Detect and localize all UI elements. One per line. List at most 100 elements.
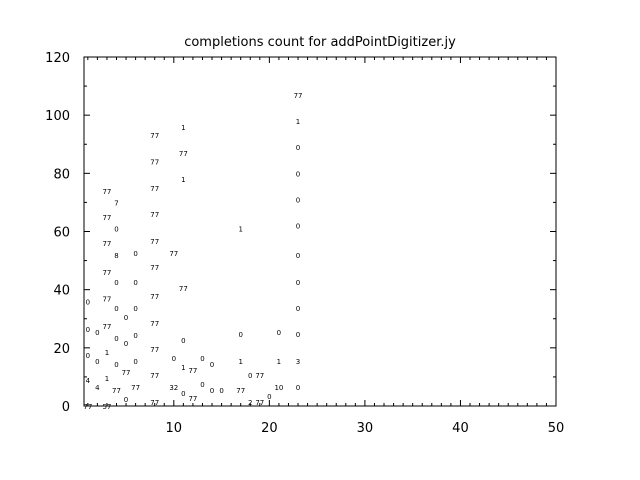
data-point-label: 1: [277, 358, 281, 366]
data-point-label: 77: [131, 384, 140, 392]
data-point-label: 0: [248, 372, 252, 380]
data-point-label: 0: [124, 340, 128, 348]
data-point-label: 77: [150, 399, 159, 407]
data-point-label: 1: [105, 375, 109, 383]
data-point-label: 10: [274, 384, 283, 392]
y-tick-label: 120: [45, 51, 70, 66]
x-tick-label: 20: [261, 421, 278, 436]
data-point-label: 77: [179, 150, 188, 158]
data-point-label: 0: [95, 358, 99, 366]
data-point-label: 77: [150, 211, 159, 219]
data-point-label: 0: [133, 279, 137, 287]
data-point-label: 1: [105, 349, 109, 357]
data-point-label: 77: [102, 240, 111, 248]
data-point-label: 77: [169, 250, 178, 258]
data-point-label: 0: [133, 358, 137, 366]
y-tick-label: 20: [53, 342, 70, 357]
data-point-label: 77: [294, 92, 303, 100]
y-tick-label: 0: [62, 400, 70, 415]
data-point-label: 77: [102, 214, 111, 222]
data-point-label: 77: [102, 188, 111, 196]
data-point-label: 0: [210, 387, 214, 395]
data-point-label: 77: [122, 369, 131, 377]
x-tick-label: 50: [548, 421, 565, 436]
data-point-label: 0: [114, 226, 118, 234]
data-point-label: 77: [112, 387, 121, 395]
data-point-label: 77: [150, 132, 159, 140]
data-point-label: 0: [114, 279, 118, 287]
data-point-label: 2: [248, 399, 252, 407]
data-point-label: 0: [296, 279, 300, 287]
data-point-label: 0: [95, 329, 99, 337]
data-point-label: 0: [124, 314, 128, 322]
data-point-label: 77: [255, 372, 264, 380]
data-point-label: 1: [238, 358, 242, 366]
data-point-label: 77: [188, 367, 197, 375]
data-point-label: 77: [150, 293, 159, 301]
data-point-label: 1: [238, 226, 242, 234]
data-point-label: 0: [296, 384, 300, 392]
data-point-label: 0: [296, 197, 300, 205]
data-point-label: 0: [296, 331, 300, 339]
chart-title: completions count for addPointDigitizer.…: [184, 35, 456, 50]
data-point-label: 77: [102, 269, 111, 277]
data-point-label: 0: [296, 170, 300, 178]
x-tick-label: 10: [166, 421, 183, 436]
data-point-label: 1: [181, 176, 185, 184]
data-point-label: 4: [95, 384, 100, 392]
data-point-label: 0: [296, 252, 300, 260]
data-point-label: 0: [267, 393, 271, 401]
data-point-label: 77: [188, 395, 197, 403]
data-point-label: 77: [102, 323, 111, 331]
data-point-label: 77: [255, 399, 264, 407]
data-point-label: 77: [150, 238, 159, 246]
data-point-label: 1: [181, 124, 185, 132]
data-point-label: 0: [114, 361, 118, 369]
data-point-label: 0: [114, 305, 118, 313]
data-point-label: 0: [296, 144, 300, 152]
data-point-label: 0: [181, 337, 185, 345]
data-point-label: 0: [210, 361, 214, 369]
data-point-label: 0: [172, 355, 176, 363]
data-point-label: 77: [83, 403, 92, 411]
data-point-label: 0: [296, 223, 300, 231]
y-tick-label: 60: [53, 226, 70, 241]
data-point-label: 0: [86, 352, 90, 360]
data-point-label: 0: [124, 396, 128, 404]
data-point-label: 1: [296, 118, 300, 126]
data-point-label: 77: [150, 372, 159, 380]
y-tick-label: 100: [45, 109, 70, 124]
data-point-label: 3: [296, 358, 300, 366]
x-tick-label: 30: [357, 421, 374, 436]
data-point-label: 0: [200, 355, 204, 363]
data-point-label: 77: [179, 285, 188, 293]
data-point-label: 0: [133, 332, 137, 340]
y-tick-label: 40: [53, 284, 70, 299]
data-point-label: 0: [200, 381, 204, 389]
data-point-label: 77: [236, 387, 245, 395]
data-point-label: 0: [238, 331, 242, 339]
data-point-label: 4: [86, 377, 91, 385]
data-point-label: 57: [102, 403, 111, 411]
data-point-label: 0: [277, 329, 281, 337]
data-point-label: 32: [169, 384, 178, 392]
data-point-label: 77: [102, 295, 111, 303]
data-point-label: 0: [86, 326, 90, 334]
data-point-label: 0: [133, 305, 137, 313]
y-tick-label: 80: [53, 167, 70, 182]
data-point-label: 77: [150, 159, 159, 167]
data-point-label: 77: [150, 320, 159, 328]
data-point-label: 0: [296, 305, 300, 313]
data-point-label: 0: [181, 390, 185, 398]
data-point-label: 0: [219, 387, 223, 395]
data-point-label: 0: [133, 250, 137, 258]
data-point-label: 77: [150, 185, 159, 193]
data-point-label: 77: [150, 264, 159, 272]
data-point-label: 1: [181, 364, 185, 372]
data-point-label: 0: [86, 298, 90, 306]
x-tick-label: 40: [452, 421, 469, 436]
data-point-label: 0: [114, 335, 118, 343]
data-point-label: 7: [114, 199, 118, 207]
data-point-label: 77: [150, 346, 159, 354]
